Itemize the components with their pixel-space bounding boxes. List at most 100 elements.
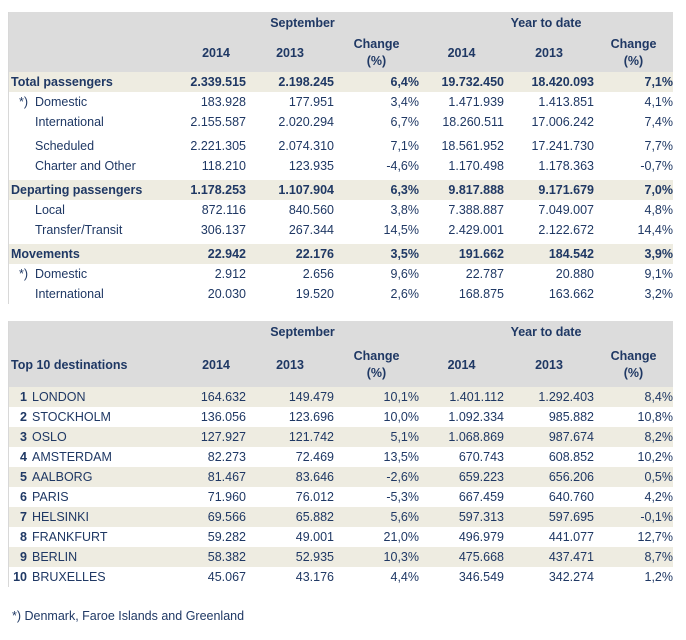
cell-ytd-change: -0,1%	[640, 510, 673, 524]
row-label: *) Domestic	[9, 267, 186, 281]
cell-sep-2014: 164.632	[200, 390, 246, 404]
row-label: Charter and Other	[9, 159, 186, 173]
cell-ytd-2013: 7.049.007	[538, 203, 594, 217]
cell-sep-2013: 72.469	[295, 450, 334, 464]
cell-sep-change: 21,0%	[383, 530, 419, 544]
cell-sep-change: 14,5%	[383, 223, 419, 237]
destination-label: 2 STOCKHOLM	[9, 410, 186, 424]
cell-sep-2014: 45.067	[207, 570, 246, 584]
cell-sep-2014: 2.339.515	[190, 75, 246, 89]
header-september: September	[270, 16, 335, 30]
header-ytd-2013: 2013	[535, 46, 563, 60]
rank: 4	[20, 450, 27, 464]
row-label: Local	[9, 203, 186, 217]
header-ytd-change: Change (%)	[594, 36, 673, 70]
cell-ytd-change: 8,2%	[644, 430, 674, 444]
cell-ytd-2014: 191.662	[458, 247, 504, 261]
cell-sep-change: 2,6%	[390, 287, 420, 301]
table-body: 1 LONDON 164.632 149.479 10,1% 1.401.112 1.292…	[9, 387, 673, 587]
cell-ytd-2013: 437.471	[548, 550, 594, 564]
cell-ytd-change: 3,9%	[644, 247, 674, 261]
header-change: Change (%)	[334, 36, 419, 70]
table-row: 1 LONDON 164.632 149.479 10,1% 1.401.112 1.292…	[9, 387, 673, 407]
cell-ytd-2014: 9.817.888	[448, 183, 504, 197]
row-label-text: Transfer/Transit	[35, 223, 123, 237]
row-label-text: International	[35, 115, 104, 129]
cell-sep-2013: 2.198.245	[278, 75, 334, 89]
cell-sep-2013: 123.696	[288, 410, 334, 424]
header-september: September	[270, 325, 335, 339]
cell-ytd-2013: 9.171.679	[538, 183, 594, 197]
cell-ytd-2013: 17.006.242	[531, 115, 594, 129]
rank: 9	[20, 550, 27, 564]
cell-sep-change: -5,3%	[386, 490, 419, 504]
cell-sep-2013: 177.951	[288, 95, 334, 109]
cell-ytd-2013: 184.542	[548, 247, 594, 261]
table-row: 9 BERLIN 58.382 52.935 10,3% 475.668 437.471 8,…	[9, 547, 673, 567]
table-header: September Year to date Top 10 destinatio…	[9, 321, 673, 387]
cell-sep-2014: 59.282	[207, 530, 246, 544]
cell-ytd-change: 8,4%	[644, 390, 674, 404]
cell-sep-change: 6,4%	[390, 75, 420, 89]
destination-label: 1 LONDON	[9, 390, 186, 404]
cell-ytd-2013: 985.882	[548, 410, 594, 424]
cell-ytd-change: 10,8%	[637, 410, 673, 424]
cell-ytd-2014: 7.388.887	[448, 203, 504, 217]
cell-sep-2014: 127.927	[200, 430, 246, 444]
cell-ytd-2014: 670.743	[458, 450, 504, 464]
cell-ytd-change: 7,4%	[644, 115, 674, 129]
cell-ytd-2014: 22.787	[465, 267, 504, 281]
rank: 8	[20, 530, 27, 544]
table-row: Scheduled 2.221.305 2.074.310 7,1% 18.561.95…	[9, 136, 673, 156]
rank: 7	[20, 510, 27, 524]
header-2014: 2014	[202, 46, 230, 60]
change-label: Change	[610, 349, 657, 363]
passenger-statistics-table: September Year to date 2014 2013 Change (…	[8, 12, 673, 304]
table-row: 7 HELSINKI 69.566 65.882 5,6% 597.313 597.695 -…	[9, 507, 673, 527]
cell-sep-change: 10,3%	[383, 550, 419, 564]
cell-sep-2014: 2.155.587	[190, 115, 246, 129]
row-label-text: Local	[35, 203, 65, 217]
header-2014: 2014	[202, 358, 230, 372]
rank: 10	[13, 570, 27, 584]
cell-sep-change: 5,6%	[390, 510, 420, 524]
row-label-text: Charter and Other	[35, 159, 136, 173]
row-label: Movements	[9, 247, 186, 261]
cell-sep-2013: 1.107.904	[278, 183, 334, 197]
header-ytd-change: Change (%)	[594, 348, 673, 382]
cell-sep-2013: 43.176	[295, 570, 334, 584]
city-name: BERLIN	[32, 550, 78, 564]
cell-ytd-change: 10,2%	[637, 450, 673, 464]
row-label: *) Domestic	[9, 95, 186, 109]
cell-ytd-2013: 640.760	[548, 490, 594, 504]
pct-label: (%)	[623, 54, 644, 68]
footnote-marker: *)	[19, 267, 29, 281]
city-name: HELSINKI	[32, 510, 89, 524]
cell-ytd-2014: 346.549	[458, 570, 504, 584]
cell-ytd-2013: 2.122.672	[538, 223, 594, 237]
destination-label: 3 OSLO	[9, 430, 186, 444]
cell-sep-change: 6,7%	[390, 115, 420, 129]
row-label-text: Total passengers	[11, 75, 113, 89]
cell-sep-2013: 65.882	[295, 510, 334, 524]
table-row: *) Domestic 183.928 177.951 3,4% 1.471.939 1.4…	[9, 92, 673, 112]
cell-sep-change: 3,4%	[390, 95, 420, 109]
header-change: Change (%)	[334, 348, 419, 382]
header-title: Top 10 destinations	[11, 358, 128, 372]
table-row: *) Domestic 2.912 2.656 9,6% 22.787 20.880 9,1%	[9, 264, 673, 284]
cell-ytd-change: 4,8%	[644, 203, 674, 217]
city-name: AMSTERDAM	[32, 450, 112, 464]
cell-ytd-2014: 475.668	[458, 550, 504, 564]
header-ytd-2014: 2014	[447, 358, 476, 372]
cell-ytd-2014: 18.260.511	[442, 115, 504, 129]
city-name: OSLO	[32, 430, 67, 444]
table-header: September Year to date 2014 2013 Change (…	[9, 12, 673, 72]
cell-sep-2014: 71.960	[207, 490, 246, 504]
destination-label: 8 FRANKFURT	[9, 530, 186, 544]
cell-sep-2013: 267.344	[288, 223, 334, 237]
cell-sep-2013: 2.020.294	[278, 115, 334, 129]
cell-ytd-2014: 19.732.450	[441, 75, 504, 89]
destination-label: 5 AALBORG	[9, 470, 186, 484]
city-name: BRUXELLES	[32, 570, 106, 584]
cell-sep-2014: 2.912	[214, 267, 246, 281]
